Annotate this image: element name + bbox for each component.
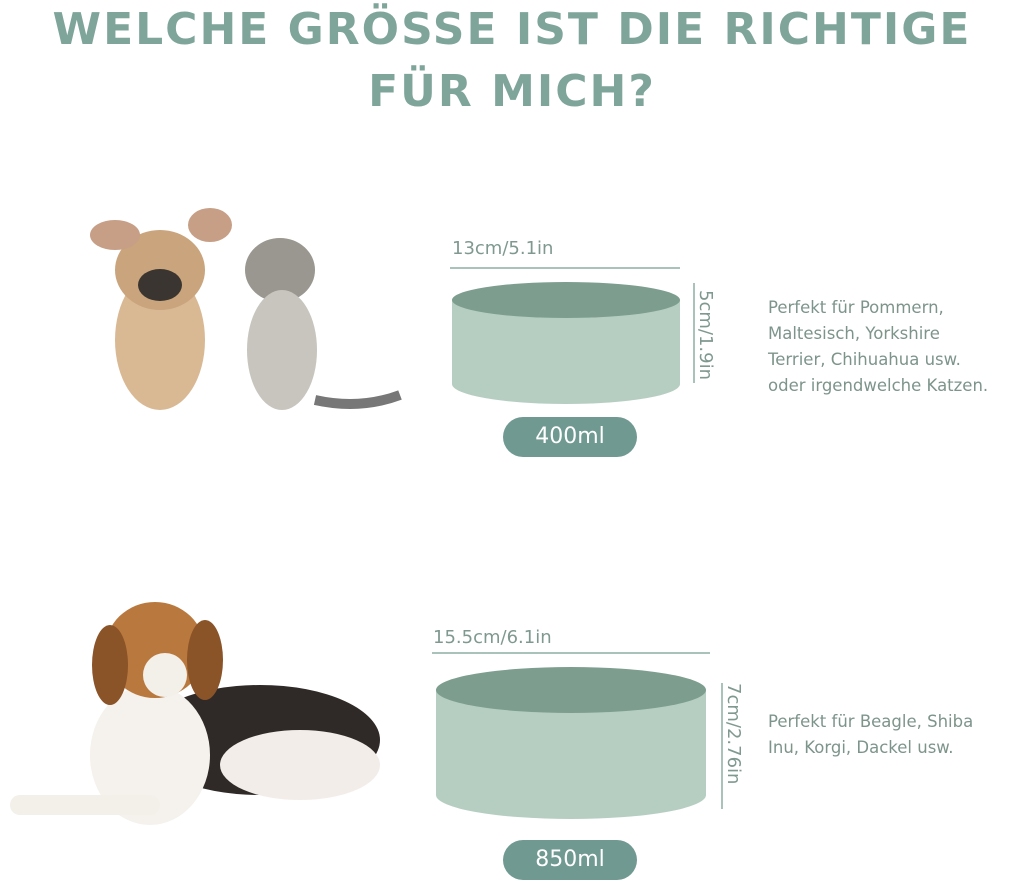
description-line: Terrier, Chihuahua usw.	[768, 350, 961, 369]
bowl-small-width-label: 13cm/5.1in	[452, 238, 554, 259]
bowl-small-height-label: 5cm/1.9in	[695, 290, 716, 380]
bowl-small-graphic	[452, 282, 680, 404]
width-dimension-line	[432, 652, 710, 654]
bulldog-and-kitten-image	[90, 208, 402, 410]
description-line: Perfekt für Beagle, Shiba	[768, 712, 974, 731]
description-line: Perfekt für Pommern,	[768, 298, 944, 317]
bowl-small-description: Perfekt für Pommern, Maltesisch, Yorkshi…	[768, 295, 988, 399]
bowl-large-description: Perfekt für Beagle, Shiba Inu, Korgi, Da…	[768, 709, 973, 761]
page-title-line2: FÜR MICH?	[368, 66, 656, 117]
bowl-large-graphic	[436, 667, 706, 819]
bowl-small-volume-badge: 400ml	[503, 417, 637, 457]
bowl-large-volume-badge: 850ml	[503, 840, 637, 880]
height-dimension-line	[721, 683, 723, 809]
description-line: Inu, Korgi, Dackel usw.	[768, 738, 954, 757]
bowl-large-height-label: 7cm/2.76in	[723, 683, 744, 785]
description-line: oder irgendwelche Katzen.	[768, 376, 989, 395]
description-line: Maltesisch, Yorkshire	[768, 324, 940, 343]
page-title-line1: WELCHE GRÖSSE IST DIE RICHTIGE	[52, 4, 972, 55]
width-dimension-line	[450, 267, 680, 269]
beagle-image	[10, 602, 380, 825]
height-dimension-line	[693, 283, 695, 383]
bowl-large-width-label: 15.5cm/6.1in	[433, 627, 552, 648]
